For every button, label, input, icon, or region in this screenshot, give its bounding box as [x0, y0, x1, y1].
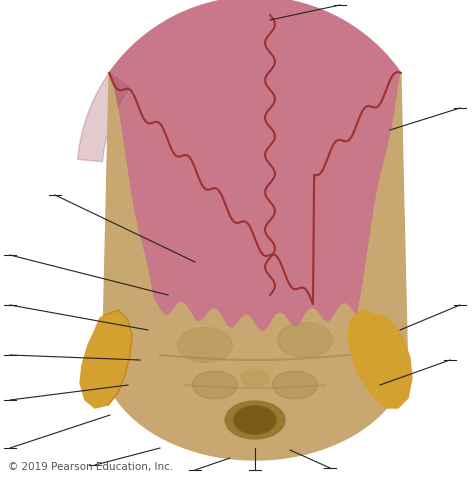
Ellipse shape	[277, 322, 332, 357]
Ellipse shape	[225, 401, 285, 439]
Ellipse shape	[273, 371, 318, 399]
Ellipse shape	[234, 406, 276, 434]
Ellipse shape	[241, 369, 269, 387]
Ellipse shape	[192, 371, 237, 399]
Ellipse shape	[177, 328, 233, 363]
Text: © 2019 Pearson Education, Inc.: © 2019 Pearson Education, Inc.	[8, 462, 173, 472]
Polygon shape	[348, 310, 412, 408]
Polygon shape	[109, 0, 401, 332]
Polygon shape	[80, 310, 132, 408]
Polygon shape	[78, 73, 130, 162]
Polygon shape	[102, 73, 408, 460]
